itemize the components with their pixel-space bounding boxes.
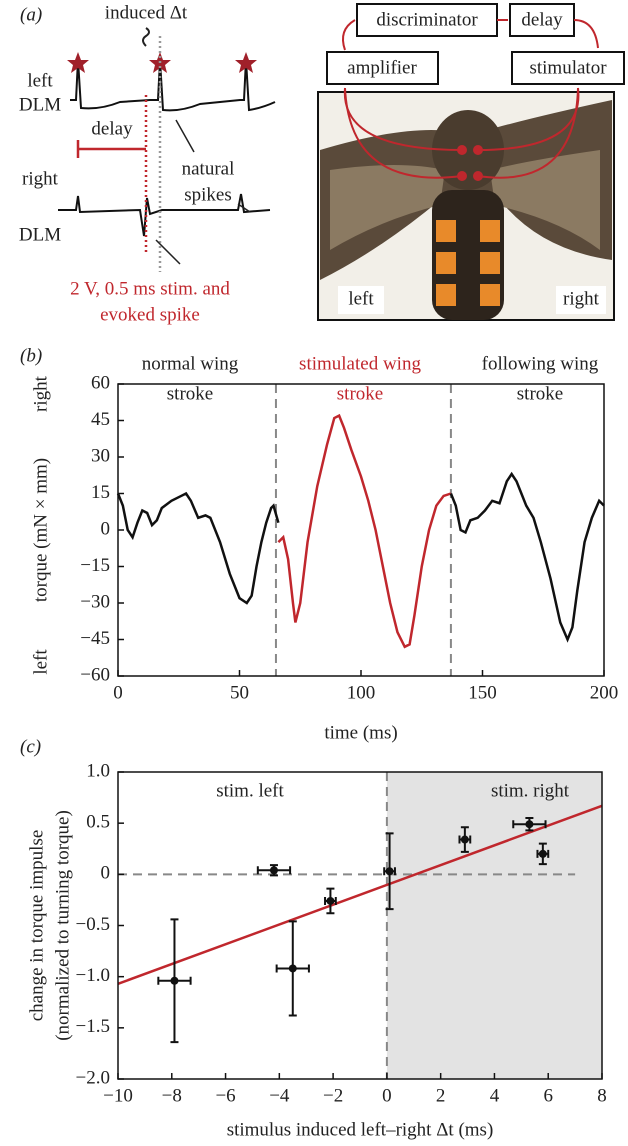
- left-dlm: left: [27, 70, 53, 91]
- y-tick-label: 30: [91, 445, 110, 466]
- data-point: [170, 976, 179, 985]
- pointer-lines: [155, 119, 251, 265]
- data-point: [269, 866, 278, 875]
- x-tick-label: 200: [590, 682, 619, 703]
- x-tick-label: −4: [269, 1085, 290, 1106]
- x-tick-label: 0: [113, 682, 123, 703]
- spike-stars: [67, 52, 257, 73]
- x-axis-label: time (ms): [324, 722, 397, 743]
- y-tick-label: −0.5: [76, 914, 110, 935]
- x-tick-label: −2: [323, 1085, 343, 1106]
- left-trace: [70, 59, 276, 112]
- region-label: stim. left: [216, 780, 284, 801]
- left-dlm: DLM: [19, 94, 61, 115]
- box-label: stimulator: [529, 57, 607, 78]
- torque-line: [277, 413, 452, 649]
- y-axis-label: torque (mN × mm): [30, 458, 51, 602]
- natural-spikes: spikes: [184, 184, 232, 205]
- flow-arrows: [342, 19, 599, 51]
- box-label: discriminator: [376, 9, 478, 30]
- y-tick-label: −15: [80, 555, 110, 576]
- fit-line: [117, 804, 603, 986]
- photo-left: left: [348, 288, 374, 309]
- stim-note: evoked spike: [100, 304, 200, 325]
- y-tick-label: −30: [80, 591, 110, 612]
- y-axis-label: (normalized to turning torque): [52, 810, 73, 1041]
- data-point: [326, 896, 335, 905]
- y-axis-bottom: left: [30, 649, 51, 675]
- stroke-annotation: normal wing: [142, 353, 239, 374]
- data-point: [460, 835, 469, 844]
- x-axis-label: stimulus induced left–right Δt (ms): [227, 1119, 494, 1140]
- stim-note: 2 V, 0.5 ms stim. and: [70, 278, 230, 299]
- right-trace: [58, 193, 271, 237]
- panel-label: (b): [20, 345, 42, 366]
- x-tick-label: 4: [490, 1085, 500, 1106]
- right-dlm: DLM: [19, 224, 61, 245]
- y-tick-label: 45: [91, 409, 110, 430]
- y-tick-label: −2.0: [76, 1067, 110, 1088]
- x-tick-label: 2: [436, 1085, 446, 1106]
- x-tick-label: −6: [215, 1085, 235, 1106]
- x-tick-label: −10: [103, 1085, 133, 1106]
- y-tick-label: −1.5: [76, 1016, 110, 1037]
- plot-frame: [117, 383, 605, 677]
- torque-line: [449, 471, 605, 643]
- data-point: [385, 867, 394, 876]
- panel-a: (a) induced Δt left DLM right DLM delay …: [19, 2, 625, 325]
- data-point: [525, 820, 534, 829]
- x-tick-label: 50: [230, 682, 249, 703]
- box-label: delay: [521, 9, 563, 30]
- y-axis-top: right: [30, 375, 51, 412]
- data-point: [538, 849, 547, 858]
- y-axis-label: change in torque impulse: [26, 830, 47, 1022]
- x-tick-label: 100: [347, 682, 376, 703]
- natural-spikes: natural: [182, 158, 235, 179]
- stroke-annotation: stroke: [167, 383, 213, 404]
- y-tick-label: 15: [91, 482, 110, 503]
- x-tick-label: 150: [468, 682, 497, 703]
- data-point: [288, 964, 297, 973]
- y-tick-label: 0: [101, 863, 111, 884]
- x-tick-label: 8: [597, 1085, 607, 1106]
- y-tick-label: 60: [91, 372, 110, 393]
- brace: [142, 27, 150, 47]
- stroke-annotation: stroke: [337, 383, 383, 404]
- y-tick-label: −45: [80, 628, 110, 649]
- shaded-region: [386, 772, 602, 1079]
- y-tick-label: 0: [101, 518, 111, 539]
- delay-bracket: [76, 140, 146, 158]
- panel-label: (c): [20, 736, 41, 757]
- moth-photo: [317, 87, 615, 321]
- y-tick-label: −60: [80, 664, 110, 685]
- stroke-annotation: stroke: [517, 383, 563, 404]
- y-tick-label: −1.0: [76, 965, 110, 986]
- x-tick-label: −8: [162, 1085, 182, 1106]
- induced-label: induced Δt: [105, 2, 188, 23]
- photo-right: right: [563, 288, 600, 309]
- stroke-annotation: stimulated wing: [299, 353, 421, 374]
- stroke-annotation: following wing: [482, 353, 599, 374]
- region-label: stim. right: [491, 780, 570, 801]
- y-tick-label: 0.5: [86, 812, 110, 833]
- x-tick-label: 0: [382, 1085, 392, 1106]
- torque-line: [116, 491, 280, 605]
- delay-label: delay: [91, 118, 133, 139]
- x-tick-label: 6: [543, 1085, 553, 1106]
- panel-label: (a): [20, 4, 42, 25]
- y-tick-label: 1.0: [86, 760, 110, 781]
- box-label: amplifier: [347, 57, 417, 78]
- right-dlm: right: [22, 168, 59, 189]
